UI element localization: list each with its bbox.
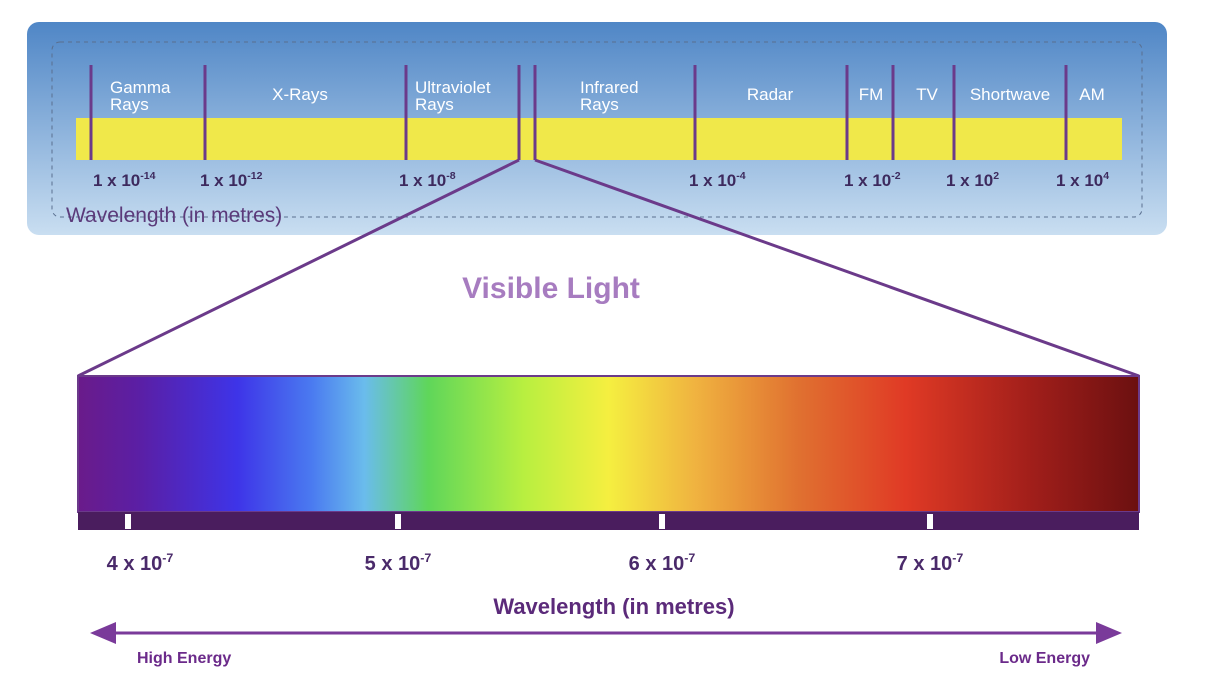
band-label: Rays xyxy=(415,95,454,114)
title: Visible Light xyxy=(462,272,640,305)
tick-label-base: 4 x 10 xyxy=(107,553,163,575)
energy-label: High Energy xyxy=(137,650,231,667)
dashed-frame xyxy=(51,41,1143,218)
zoom-line xyxy=(534,158,1140,378)
tick xyxy=(395,514,401,529)
wavelength-label-exponent: -4 xyxy=(736,170,746,182)
energy-label: Low Energy xyxy=(999,650,1090,667)
tick-label: 6 x 10-7 xyxy=(629,551,696,575)
wavelength-label-exponent: -12 xyxy=(247,170,262,182)
band-label: Shortwave xyxy=(970,85,1050,104)
wavelength-label: 1 x 10-14 xyxy=(93,170,156,190)
band-label: Rays xyxy=(580,95,619,114)
wavelength-label-base: 1 x 10 xyxy=(689,171,736,190)
tick-bar xyxy=(78,512,1139,530)
band-label: TV xyxy=(916,85,938,104)
tick xyxy=(125,514,131,529)
tick-label-base: 6 x 10 xyxy=(629,553,685,575)
tick xyxy=(927,514,933,529)
wavelength-label-exponent: -14 xyxy=(140,170,155,182)
tick-label-exponent: -7 xyxy=(162,551,173,565)
arrow-head xyxy=(1096,622,1122,644)
band-label: AM xyxy=(1079,85,1105,104)
band-label: Radar xyxy=(747,85,794,104)
wavelength-label: 1 x 10-8 xyxy=(399,170,456,190)
zoom-line xyxy=(77,158,520,378)
wavelength-label: 1 x 104 xyxy=(1056,170,1109,190)
wavelength-label-exponent: 2 xyxy=(993,170,999,182)
wavelength-label: 1 x 10-12 xyxy=(200,170,263,190)
tick-label: 4 x 10-7 xyxy=(107,551,174,575)
axis-label: Wavelength (in metres) xyxy=(493,594,734,619)
tick-label: 5 x 10-7 xyxy=(365,551,432,575)
band-label: Gamma xyxy=(110,78,171,97)
band-label: Infrared xyxy=(580,78,639,97)
tick-label-exponent: -7 xyxy=(684,551,695,565)
wavelength-label-exponent: -2 xyxy=(891,170,901,182)
tick-label-base: 5 x 10 xyxy=(365,553,421,575)
axis-label: Wavelength (in metres) xyxy=(66,204,282,227)
wavelength-label-base: 1 x 10 xyxy=(844,171,891,190)
tick xyxy=(659,514,665,529)
wavelength-label-base: 1 x 10 xyxy=(1056,171,1103,190)
wavelength-label-base: 1 x 10 xyxy=(200,171,247,190)
wavelength-label-base: 1 x 10 xyxy=(946,171,993,190)
tick-label: 7 x 10-7 xyxy=(897,551,964,575)
wavelength-label: 1 x 10-2 xyxy=(844,170,901,190)
wavelength-label: 1 x 102 xyxy=(946,170,999,190)
band-label: Rays xyxy=(110,95,149,114)
wavelength-label: 1 x 10-4 xyxy=(689,170,746,190)
tick-label-base: 7 x 10 xyxy=(897,553,953,575)
arrow-head xyxy=(90,622,116,644)
wavelength-label-base: 1 x 10 xyxy=(399,171,446,190)
band-dividers xyxy=(89,65,1068,160)
spectrum-bar xyxy=(76,118,1122,160)
tick-label-exponent: -7 xyxy=(420,551,431,565)
band-label: Ultraviolet xyxy=(415,78,491,97)
visible-spectrum xyxy=(77,375,1140,513)
band-label: X-Rays xyxy=(272,85,328,104)
wavelength-label-base: 1 x 10 xyxy=(93,171,140,190)
wavelength-label-exponent: -8 xyxy=(446,170,456,182)
tick-label-exponent: -7 xyxy=(952,551,963,565)
wavelength-label-exponent: 4 xyxy=(1103,170,1109,182)
band-label: FM xyxy=(859,85,884,104)
